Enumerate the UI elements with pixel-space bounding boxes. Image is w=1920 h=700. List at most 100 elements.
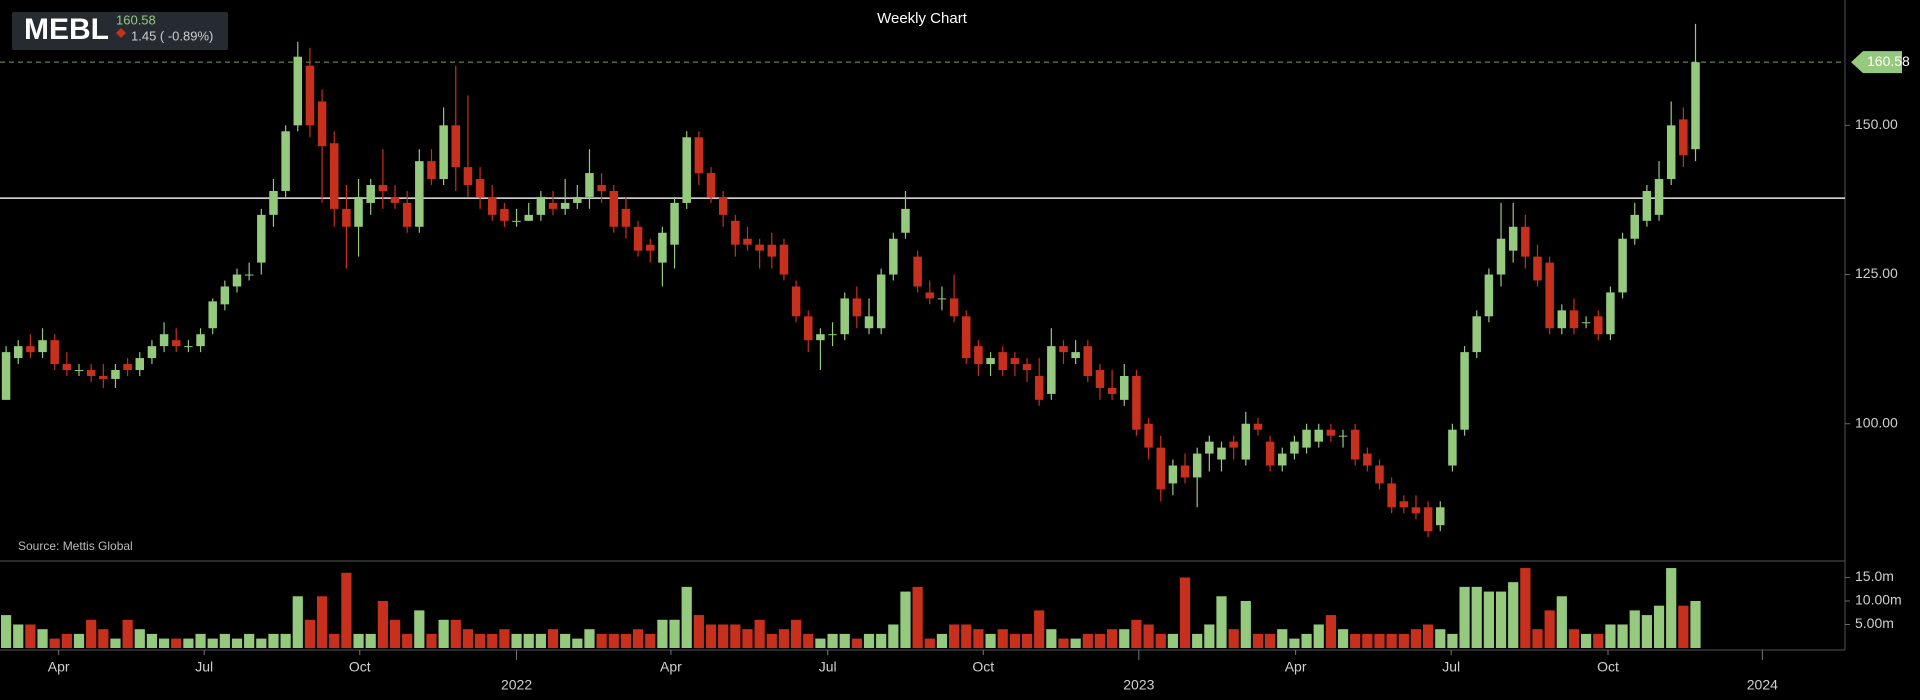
volume-bar bbox=[1641, 615, 1652, 648]
candle-body bbox=[560, 202, 570, 209]
candle-body bbox=[1569, 310, 1579, 329]
volume-bar bbox=[1617, 624, 1628, 648]
volume-bar bbox=[110, 638, 121, 648]
candle-body bbox=[645, 244, 655, 251]
volume-bar bbox=[1423, 624, 1434, 648]
volume-bar bbox=[912, 586, 923, 648]
down-icon bbox=[116, 28, 126, 38]
x-tick-label: Oct bbox=[349, 659, 371, 675]
candle-body bbox=[1326, 429, 1336, 436]
candle-body bbox=[1253, 423, 1263, 430]
volume-bar bbox=[1192, 633, 1203, 648]
volume-bar bbox=[1508, 582, 1519, 648]
volume-bar bbox=[462, 629, 474, 648]
candle-body bbox=[1180, 465, 1190, 478]
candle-body bbox=[974, 346, 983, 365]
candle-body bbox=[621, 208, 631, 227]
volume-bar bbox=[37, 629, 48, 648]
candle-body bbox=[317, 101, 327, 147]
volume-bar bbox=[183, 638, 194, 648]
volume-bar bbox=[742, 629, 753, 648]
volume-bar bbox=[1605, 624, 1616, 648]
candle-body bbox=[13, 346, 23, 359]
candle-body bbox=[159, 334, 169, 347]
volume-bar bbox=[1459, 586, 1470, 648]
volume-bar bbox=[1447, 633, 1458, 648]
candle-body bbox=[791, 286, 801, 317]
price-tag bbox=[1851, 51, 1902, 74]
candle-body bbox=[1168, 465, 1178, 484]
candle-body bbox=[439, 125, 448, 180]
candle-body bbox=[670, 202, 679, 245]
x-tick-label: Jul bbox=[195, 659, 213, 675]
candle-body bbox=[1545, 262, 1554, 329]
candle-body bbox=[1594, 316, 1603, 335]
candle-body bbox=[366, 185, 375, 203]
volume-bar bbox=[511, 633, 522, 648]
candle-body bbox=[1314, 429, 1323, 442]
volume-bar bbox=[1581, 633, 1592, 648]
candle-body bbox=[378, 185, 388, 191]
volume-bar bbox=[1252, 633, 1264, 648]
candle-body bbox=[329, 143, 339, 209]
volume-bar bbox=[778, 629, 790, 648]
candle-body bbox=[1059, 346, 1068, 353]
volume-bar bbox=[705, 624, 717, 648]
volume-bar bbox=[377, 600, 388, 648]
volume-bar bbox=[268, 633, 279, 648]
candle-body bbox=[1521, 226, 1530, 257]
volume-bar bbox=[1666, 568, 1677, 648]
volume-bar bbox=[1483, 591, 1494, 648]
candle-body bbox=[1691, 62, 1700, 150]
candle-body bbox=[573, 196, 582, 203]
volume-bar bbox=[730, 624, 741, 648]
candle-body bbox=[38, 340, 47, 353]
candle-body bbox=[962, 316, 971, 359]
candle-body bbox=[1290, 441, 1299, 454]
volume-bar bbox=[718, 624, 729, 648]
volume-bar bbox=[86, 619, 97, 648]
volume-bar bbox=[1009, 633, 1020, 648]
candle-body bbox=[1654, 179, 1664, 215]
candle-body bbox=[50, 340, 59, 365]
candle-body bbox=[402, 202, 412, 227]
volume-bar bbox=[669, 619, 680, 648]
candle-body bbox=[1399, 501, 1409, 508]
candle-body bbox=[500, 208, 509, 221]
candle-body bbox=[1423, 507, 1433, 532]
candle-body bbox=[731, 220, 740, 245]
candle-body bbox=[1350, 429, 1360, 460]
volume-bar bbox=[754, 619, 765, 648]
candle-body bbox=[1132, 375, 1141, 430]
volume-bar bbox=[49, 638, 60, 648]
candle-body bbox=[779, 244, 789, 275]
candle-body bbox=[26, 346, 35, 353]
candle-body bbox=[803, 316, 813, 341]
volume-bar bbox=[608, 633, 619, 648]
candle-body bbox=[1047, 346, 1056, 394]
candle-body bbox=[1302, 429, 1311, 448]
candle-body bbox=[451, 125, 461, 168]
candle-body bbox=[949, 298, 959, 317]
volume-bar bbox=[1350, 633, 1361, 648]
candle-body bbox=[86, 370, 96, 376]
volume-bar bbox=[426, 633, 437, 648]
candle-body bbox=[1229, 441, 1238, 448]
volume-bar bbox=[1082, 633, 1093, 648]
volume-bar bbox=[1495, 591, 1507, 648]
volume-bar bbox=[560, 633, 571, 648]
candle-body bbox=[1436, 507, 1445, 526]
volume-bar bbox=[973, 629, 984, 648]
candle-body bbox=[889, 238, 898, 275]
volume-bar bbox=[98, 629, 109, 648]
candle-body bbox=[864, 316, 874, 329]
volume-bar bbox=[924, 638, 935, 648]
candle-body bbox=[512, 220, 521, 222]
candle-body bbox=[852, 298, 862, 317]
volume-bar bbox=[1094, 633, 1106, 648]
volume-bar bbox=[134, 629, 145, 648]
candle-body bbox=[1083, 346, 1093, 376]
candle-body bbox=[171, 340, 181, 347]
candle-body bbox=[354, 196, 363, 227]
candle-body bbox=[147, 346, 157, 359]
